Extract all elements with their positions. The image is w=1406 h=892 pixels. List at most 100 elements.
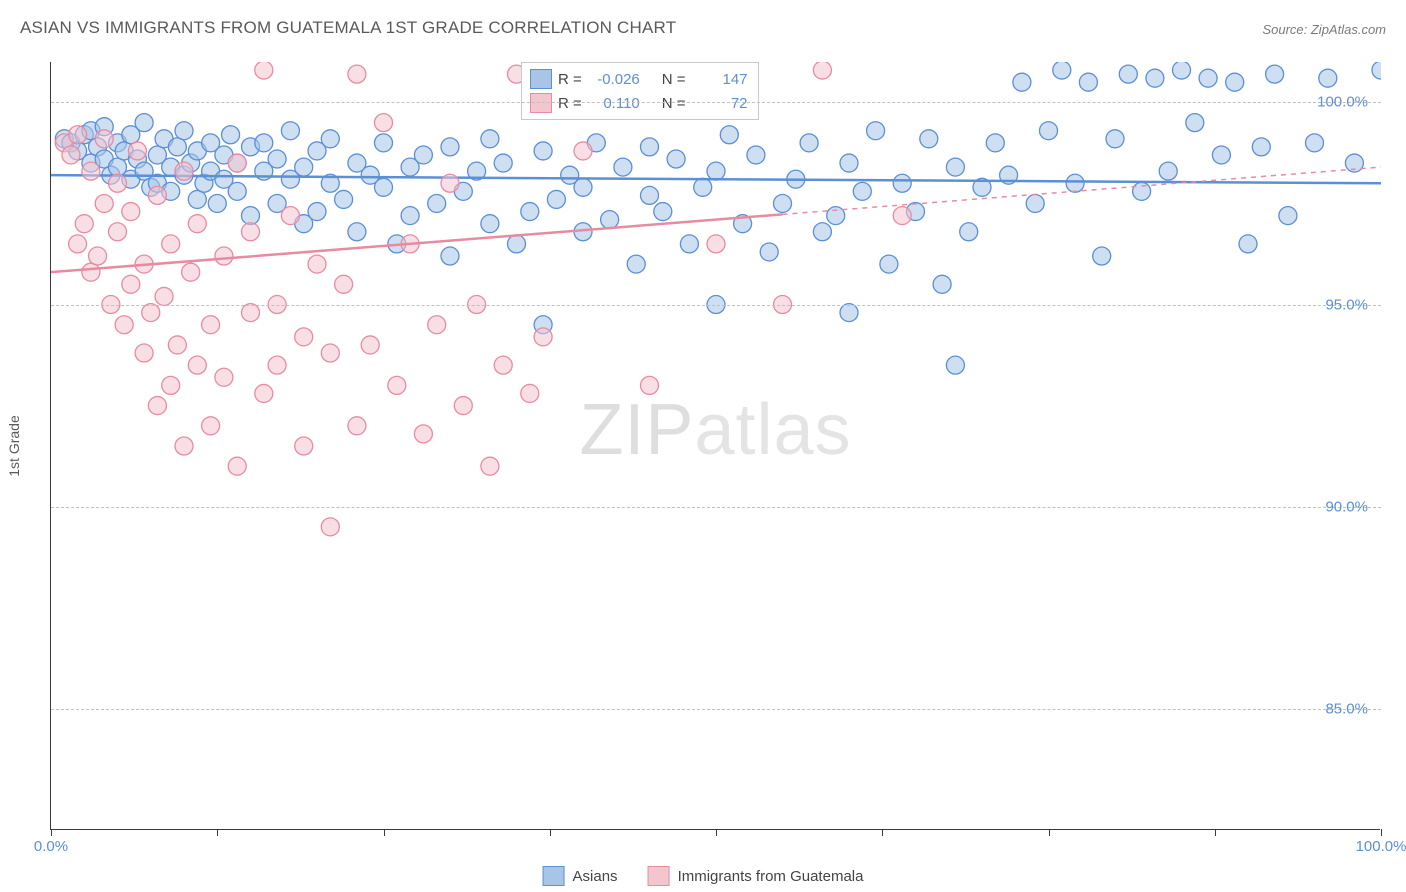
data-point — [840, 304, 858, 322]
legend-row-asians: R = -0.026 N = 147 — [530, 67, 748, 91]
data-point — [115, 316, 133, 334]
data-point — [1119, 65, 1137, 83]
swatch-guatemala-b — [648, 866, 670, 886]
data-point — [641, 376, 659, 394]
data-point — [255, 134, 273, 152]
data-point — [242, 223, 260, 241]
data-point — [534, 142, 552, 160]
data-point — [208, 194, 226, 212]
data-point — [375, 178, 393, 196]
data-point — [175, 122, 193, 140]
data-point — [574, 142, 592, 160]
data-point — [228, 154, 246, 172]
data-point — [135, 114, 153, 132]
data-point — [335, 275, 353, 293]
y-tick-label: 95.0% — [1325, 296, 1368, 313]
data-point — [175, 437, 193, 455]
data-point — [188, 215, 206, 233]
data-point — [1053, 62, 1071, 79]
data-point — [840, 154, 858, 172]
data-point — [1279, 207, 1297, 225]
data-point — [481, 457, 499, 475]
data-point — [202, 316, 220, 334]
data-point — [215, 368, 233, 386]
data-point — [228, 457, 246, 475]
data-point — [109, 174, 127, 192]
data-point — [774, 194, 792, 212]
data-point — [142, 304, 160, 322]
data-point — [95, 194, 113, 212]
data-point — [89, 247, 107, 265]
data-point — [148, 186, 166, 204]
data-point — [760, 243, 778, 261]
data-point — [388, 376, 406, 394]
chart-plot-area: ZIPatlas R = -0.026 N = 147 R = 0.110 N … — [50, 62, 1380, 830]
data-point — [1133, 182, 1151, 200]
regression-line — [51, 214, 783, 272]
x-tick-label: 100.0% — [1356, 838, 1406, 855]
data-point — [1173, 62, 1191, 79]
data-point — [308, 255, 326, 273]
data-point — [1199, 69, 1217, 87]
data-point — [168, 336, 186, 354]
x-tick-label: 0.0% — [34, 838, 68, 855]
swatch-asians-b — [543, 866, 565, 886]
data-point — [1093, 247, 1111, 265]
y-tick-label: 85.0% — [1325, 700, 1368, 717]
data-point — [1226, 73, 1244, 91]
chart-title: ASIAN VS IMMIGRANTS FROM GUATEMALA 1ST G… — [20, 18, 676, 38]
data-point — [654, 203, 672, 221]
data-point — [880, 255, 898, 273]
data-point — [986, 134, 1004, 152]
data-point — [95, 130, 113, 148]
data-point — [62, 146, 80, 164]
data-point — [441, 174, 459, 192]
data-point — [414, 425, 432, 443]
data-point — [680, 235, 698, 253]
data-point — [428, 316, 446, 334]
data-point — [1159, 162, 1177, 180]
y-tick-label: 100.0% — [1317, 94, 1368, 111]
data-point — [82, 162, 100, 180]
source-attribution: Source: ZipAtlas.com — [1262, 22, 1386, 37]
data-point — [1186, 114, 1204, 132]
data-point — [601, 211, 619, 229]
data-point — [694, 178, 712, 196]
data-point — [175, 162, 193, 180]
data-point — [508, 235, 526, 253]
data-point — [1306, 134, 1324, 152]
y-axis-label: 1st Grade — [6, 415, 22, 476]
data-point — [348, 417, 366, 435]
data-point — [720, 126, 738, 144]
scatter-svg — [51, 62, 1381, 830]
data-point — [69, 126, 87, 144]
data-point — [109, 223, 127, 241]
data-point — [534, 328, 552, 346]
data-point — [222, 126, 240, 144]
data-point — [747, 146, 765, 164]
data-point — [614, 158, 632, 176]
data-point — [867, 122, 885, 140]
data-point — [122, 203, 140, 221]
data-point — [1066, 174, 1084, 192]
legend-item-asians: Asians — [543, 866, 618, 886]
data-point — [933, 275, 951, 293]
data-point — [627, 255, 645, 273]
data-point — [188, 190, 206, 208]
data-point — [707, 235, 725, 253]
data-point — [960, 223, 978, 241]
data-point — [295, 328, 313, 346]
data-point — [946, 356, 964, 374]
n-value-asians: 147 — [692, 71, 748, 88]
y-tick-label: 90.0% — [1325, 498, 1368, 515]
legend-item-guatemala: Immigrants from Guatemala — [648, 866, 864, 886]
legend-correlation-box: R = -0.026 N = 147 R = 0.110 N = 72 — [521, 62, 759, 120]
data-point — [1212, 146, 1230, 164]
data-point — [295, 437, 313, 455]
data-point — [521, 203, 539, 221]
data-point — [281, 122, 299, 140]
data-point — [494, 356, 512, 374]
data-point — [481, 130, 499, 148]
data-point — [454, 397, 472, 415]
data-point — [641, 138, 659, 156]
